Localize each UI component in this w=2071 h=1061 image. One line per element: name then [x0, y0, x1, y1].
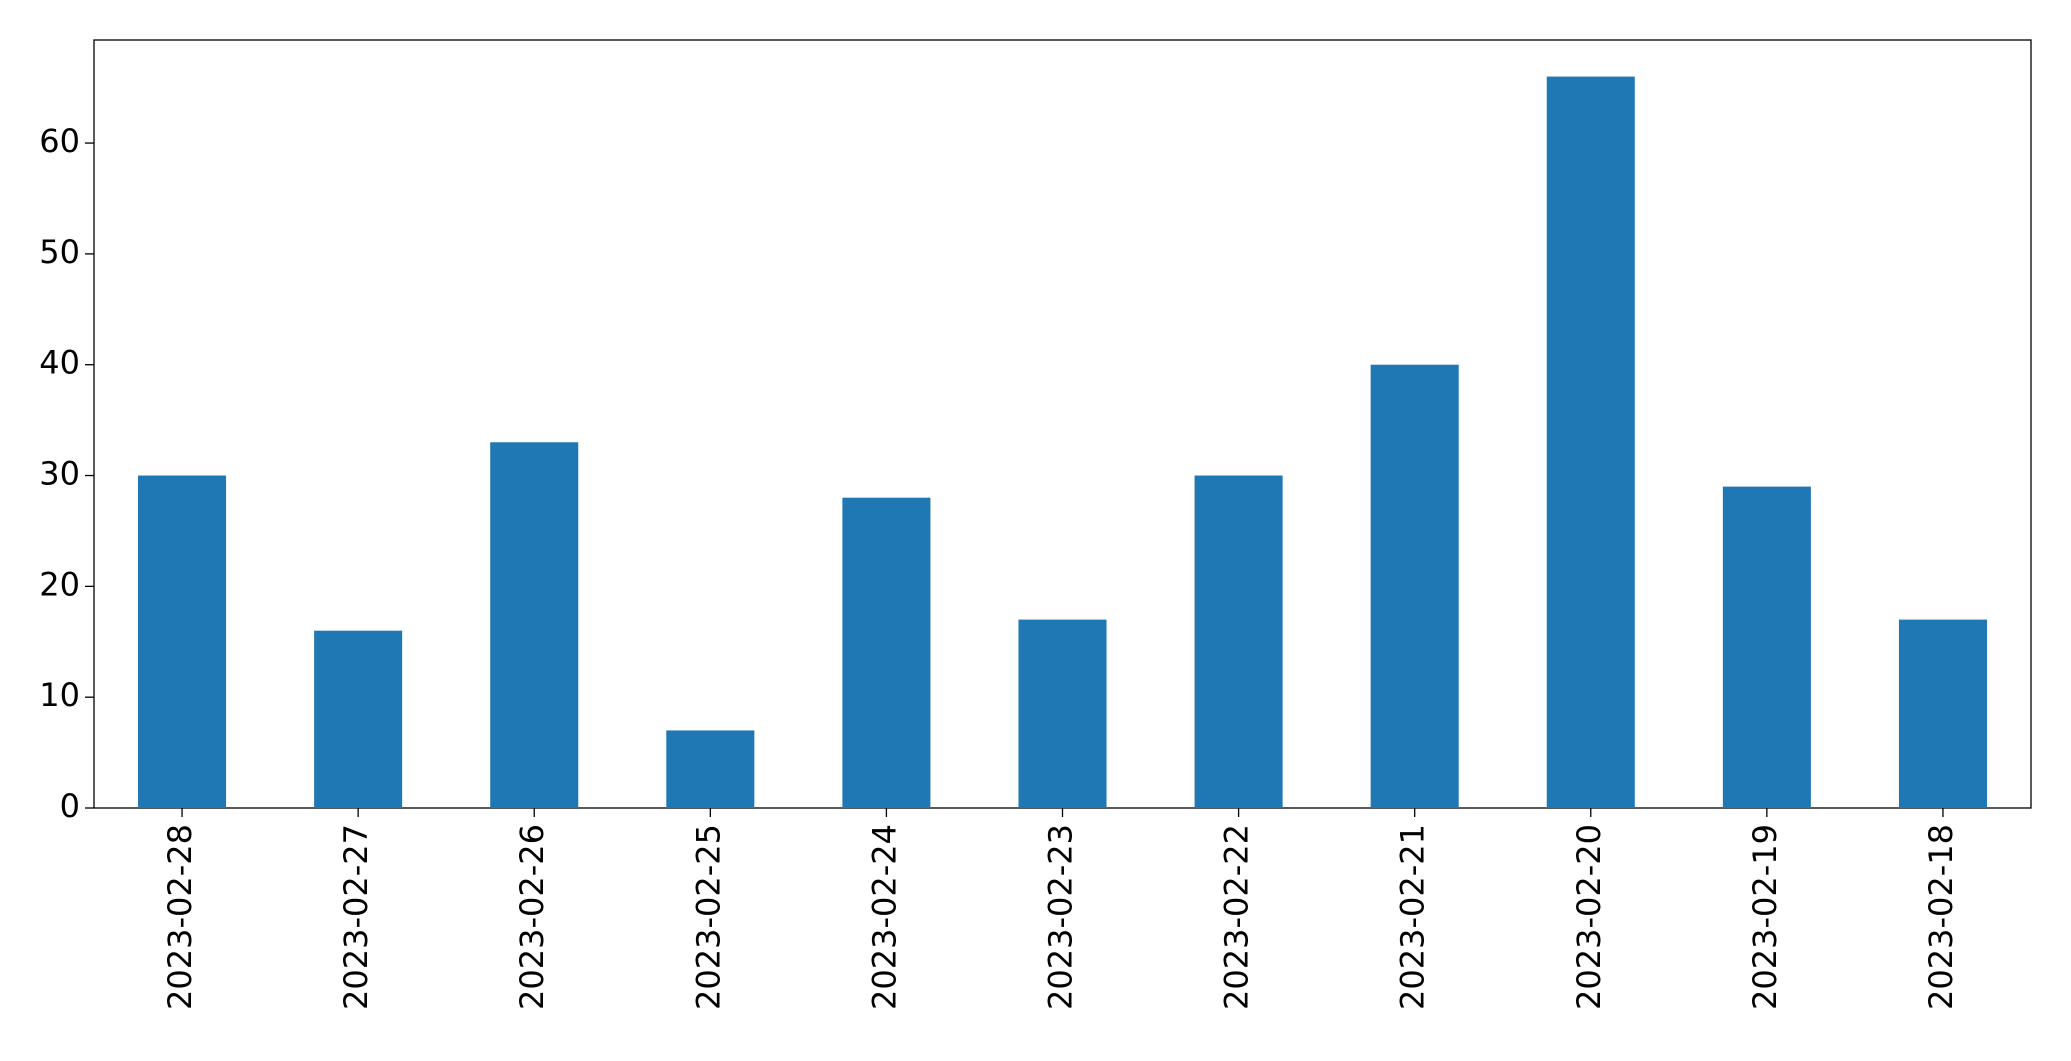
- y-tick-label: 20: [39, 565, 80, 603]
- bar: [1370, 364, 1459, 808]
- bar: [1018, 619, 1107, 808]
- y-tick-label: 0: [60, 787, 80, 825]
- x-tick-label: 2023-02-24: [865, 824, 903, 1010]
- x-tick-label: 2023-02-28: [161, 824, 199, 1010]
- bar: [314, 630, 403, 808]
- y-tick-label: 50: [39, 233, 80, 271]
- y-tick-label: 40: [39, 344, 80, 382]
- x-tick-label: 2023-02-23: [1042, 824, 1080, 1010]
- x-tick-label: 2023-02-20: [1570, 824, 1608, 1010]
- x-tick-label: 2023-02-26: [513, 824, 551, 1010]
- bar: [1546, 76, 1635, 809]
- y-tick-label: 10: [39, 676, 80, 714]
- bar: [490, 442, 579, 808]
- x-tick-label: 2023-02-18: [1922, 824, 1960, 1010]
- bar: [666, 730, 755, 808]
- bar: [1194, 475, 1283, 808]
- bar: [842, 497, 931, 808]
- bar: [138, 475, 227, 808]
- bar: [1722, 486, 1811, 808]
- y-tick-label: 30: [39, 455, 80, 493]
- x-tick-label: 2023-02-19: [1746, 824, 1784, 1010]
- y-tick-label: 60: [39, 122, 80, 160]
- x-tick-label: 2023-02-22: [1218, 824, 1256, 1010]
- x-tick-label: 2023-02-27: [337, 824, 375, 1010]
- bar: [1898, 619, 1987, 808]
- x-tick-label: 2023-02-25: [689, 824, 727, 1010]
- x-tick-label: 2023-02-21: [1394, 824, 1432, 1010]
